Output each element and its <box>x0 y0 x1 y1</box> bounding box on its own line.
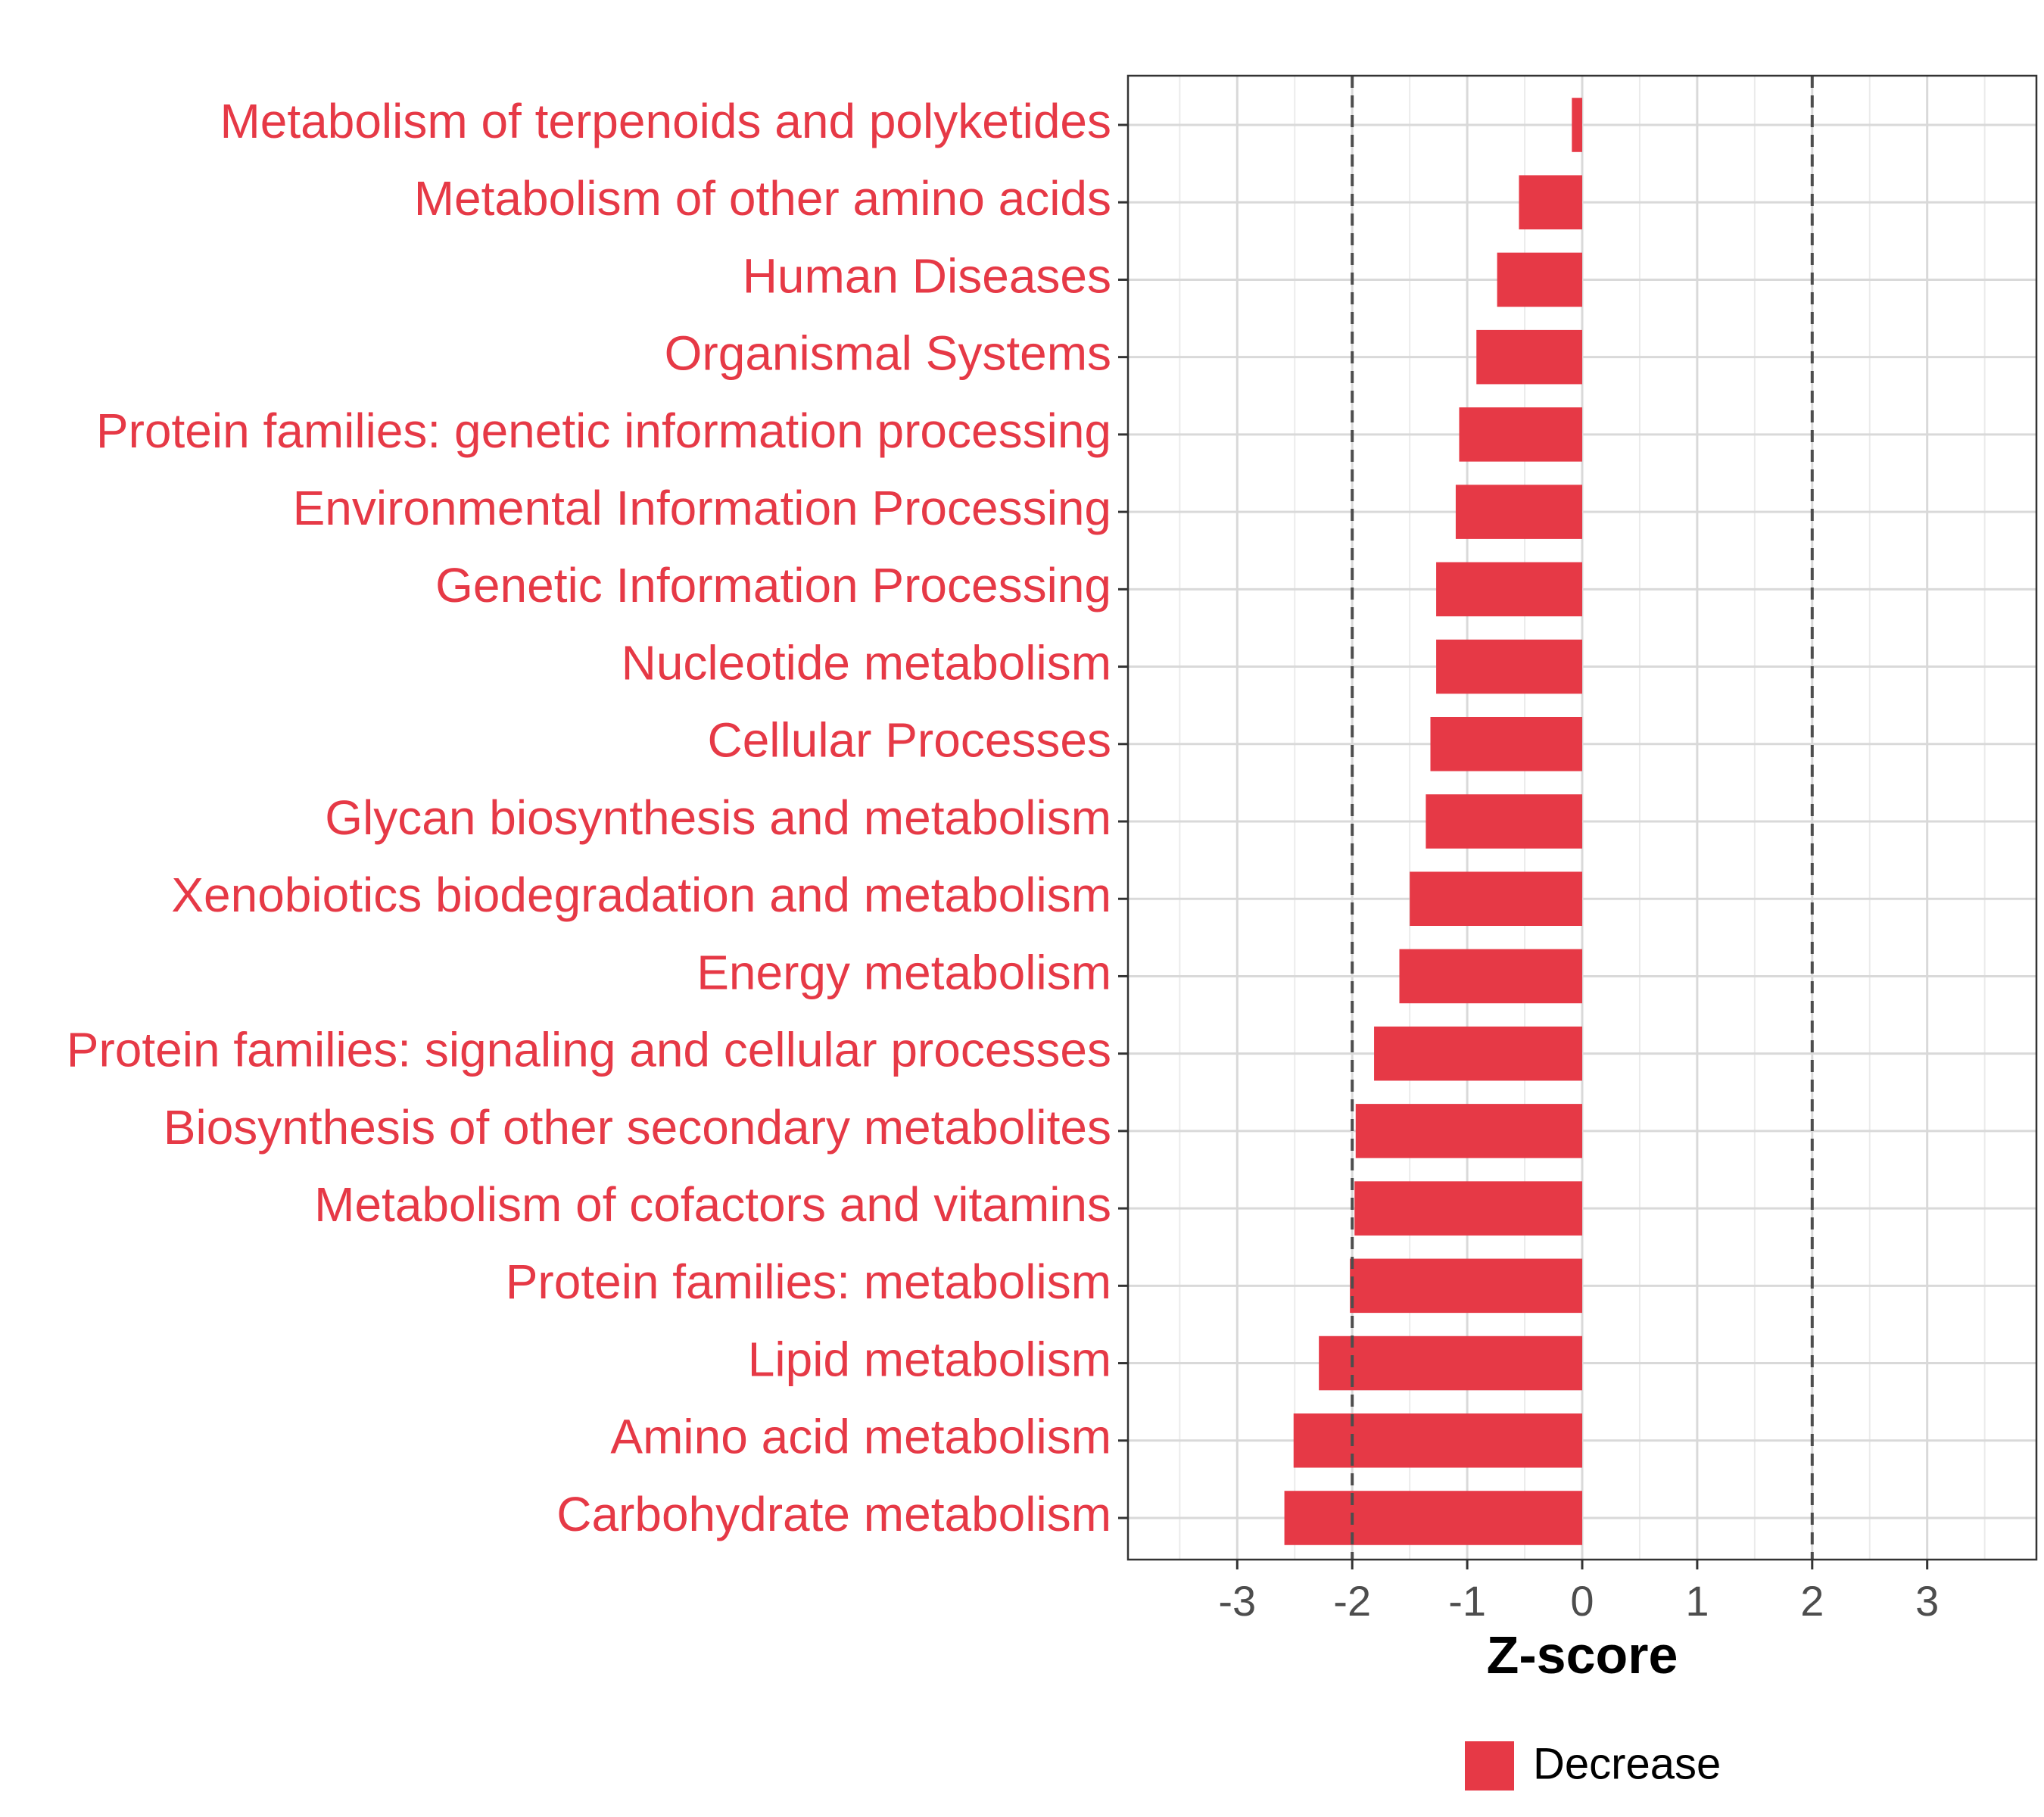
x-tick-label: 0 <box>1570 1577 1594 1625</box>
y-tick-label: Nucleotide metabolism <box>622 635 1111 690</box>
y-tick-label: Organismal Systems <box>665 326 1111 381</box>
y-tick-label: Xenobiotics biodegradation and metabolis… <box>171 868 1111 922</box>
bar <box>1319 1335 1582 1391</box>
legend-label-decrease: Decrease <box>1533 1739 1721 1788</box>
legend-key-decrease <box>1465 1741 1514 1791</box>
y-tick-label: Lipid metabolism <box>748 1332 1111 1386</box>
bar <box>1459 407 1582 462</box>
y-ticks: Metabolism of terpenoids and polyketides… <box>67 94 1128 1541</box>
bar <box>1354 1181 1582 1236</box>
y-tick-label: Protein families: genetic information pr… <box>96 404 1111 458</box>
x-tick-label: -3 <box>1218 1577 1256 1625</box>
bar <box>1284 1491 1582 1545</box>
reference-lines <box>1351 76 1814 1560</box>
y-tick-label: Glycan biosynthesis and metabolism <box>325 790 1111 845</box>
bar <box>1350 1258 1582 1314</box>
legend: Decrease <box>1465 1739 1721 1791</box>
bar <box>1519 175 1582 229</box>
y-tick-label: Metabolism of terpenoids and polyketides <box>220 94 1111 148</box>
bar <box>1430 717 1582 771</box>
bar <box>1410 871 1582 926</box>
y-tick-label: Biosynthesis of other secondary metaboli… <box>164 1100 1111 1155</box>
x-ticks: -3 -2 -1 0 1 2 3 <box>1218 1560 1939 1625</box>
bars <box>1284 98 1582 1545</box>
bar <box>1476 329 1582 385</box>
y-tick-label: Cellular Processes <box>707 713 1111 768</box>
x-tick-label: -1 <box>1448 1577 1486 1625</box>
x-tick-label: 2 <box>1800 1577 1824 1625</box>
y-tick-label: Energy metabolism <box>696 945 1111 999</box>
y-tick-label: Protein families: metabolism <box>506 1254 1111 1309</box>
bar <box>1293 1413 1582 1468</box>
y-tick-label: Carbohydrate metabolism <box>556 1487 1111 1541</box>
y-tick-label: Genetic Information Processing <box>435 558 1111 612</box>
bar <box>1426 794 1582 849</box>
y-tick-label: Metabolism of cofactors and vitamins <box>314 1177 1111 1232</box>
bar <box>1436 639 1582 694</box>
bar <box>1399 949 1582 1004</box>
bar <box>1374 1026 1582 1081</box>
x-tick-label: -2 <box>1333 1577 1371 1625</box>
bar <box>1455 485 1582 539</box>
y-tick-label: Environmental Information Processing <box>293 481 1111 535</box>
x-axis-title: Z-score <box>1487 1625 1678 1685</box>
y-tick-label: Metabolism of other amino acids <box>414 171 1111 226</box>
bar <box>1355 1104 1582 1158</box>
x-tick-label: 3 <box>1915 1577 1939 1625</box>
bar <box>1436 562 1582 617</box>
x-tick-label: 1 <box>1685 1577 1709 1625</box>
bar <box>1497 252 1582 307</box>
y-tick-label: Protein families: signaling and cellular… <box>67 1023 1111 1077</box>
y-tick-label: Amino acid metabolism <box>610 1410 1111 1464</box>
y-tick-label: Human Diseases <box>743 248 1111 303</box>
bar <box>1572 98 1582 152</box>
